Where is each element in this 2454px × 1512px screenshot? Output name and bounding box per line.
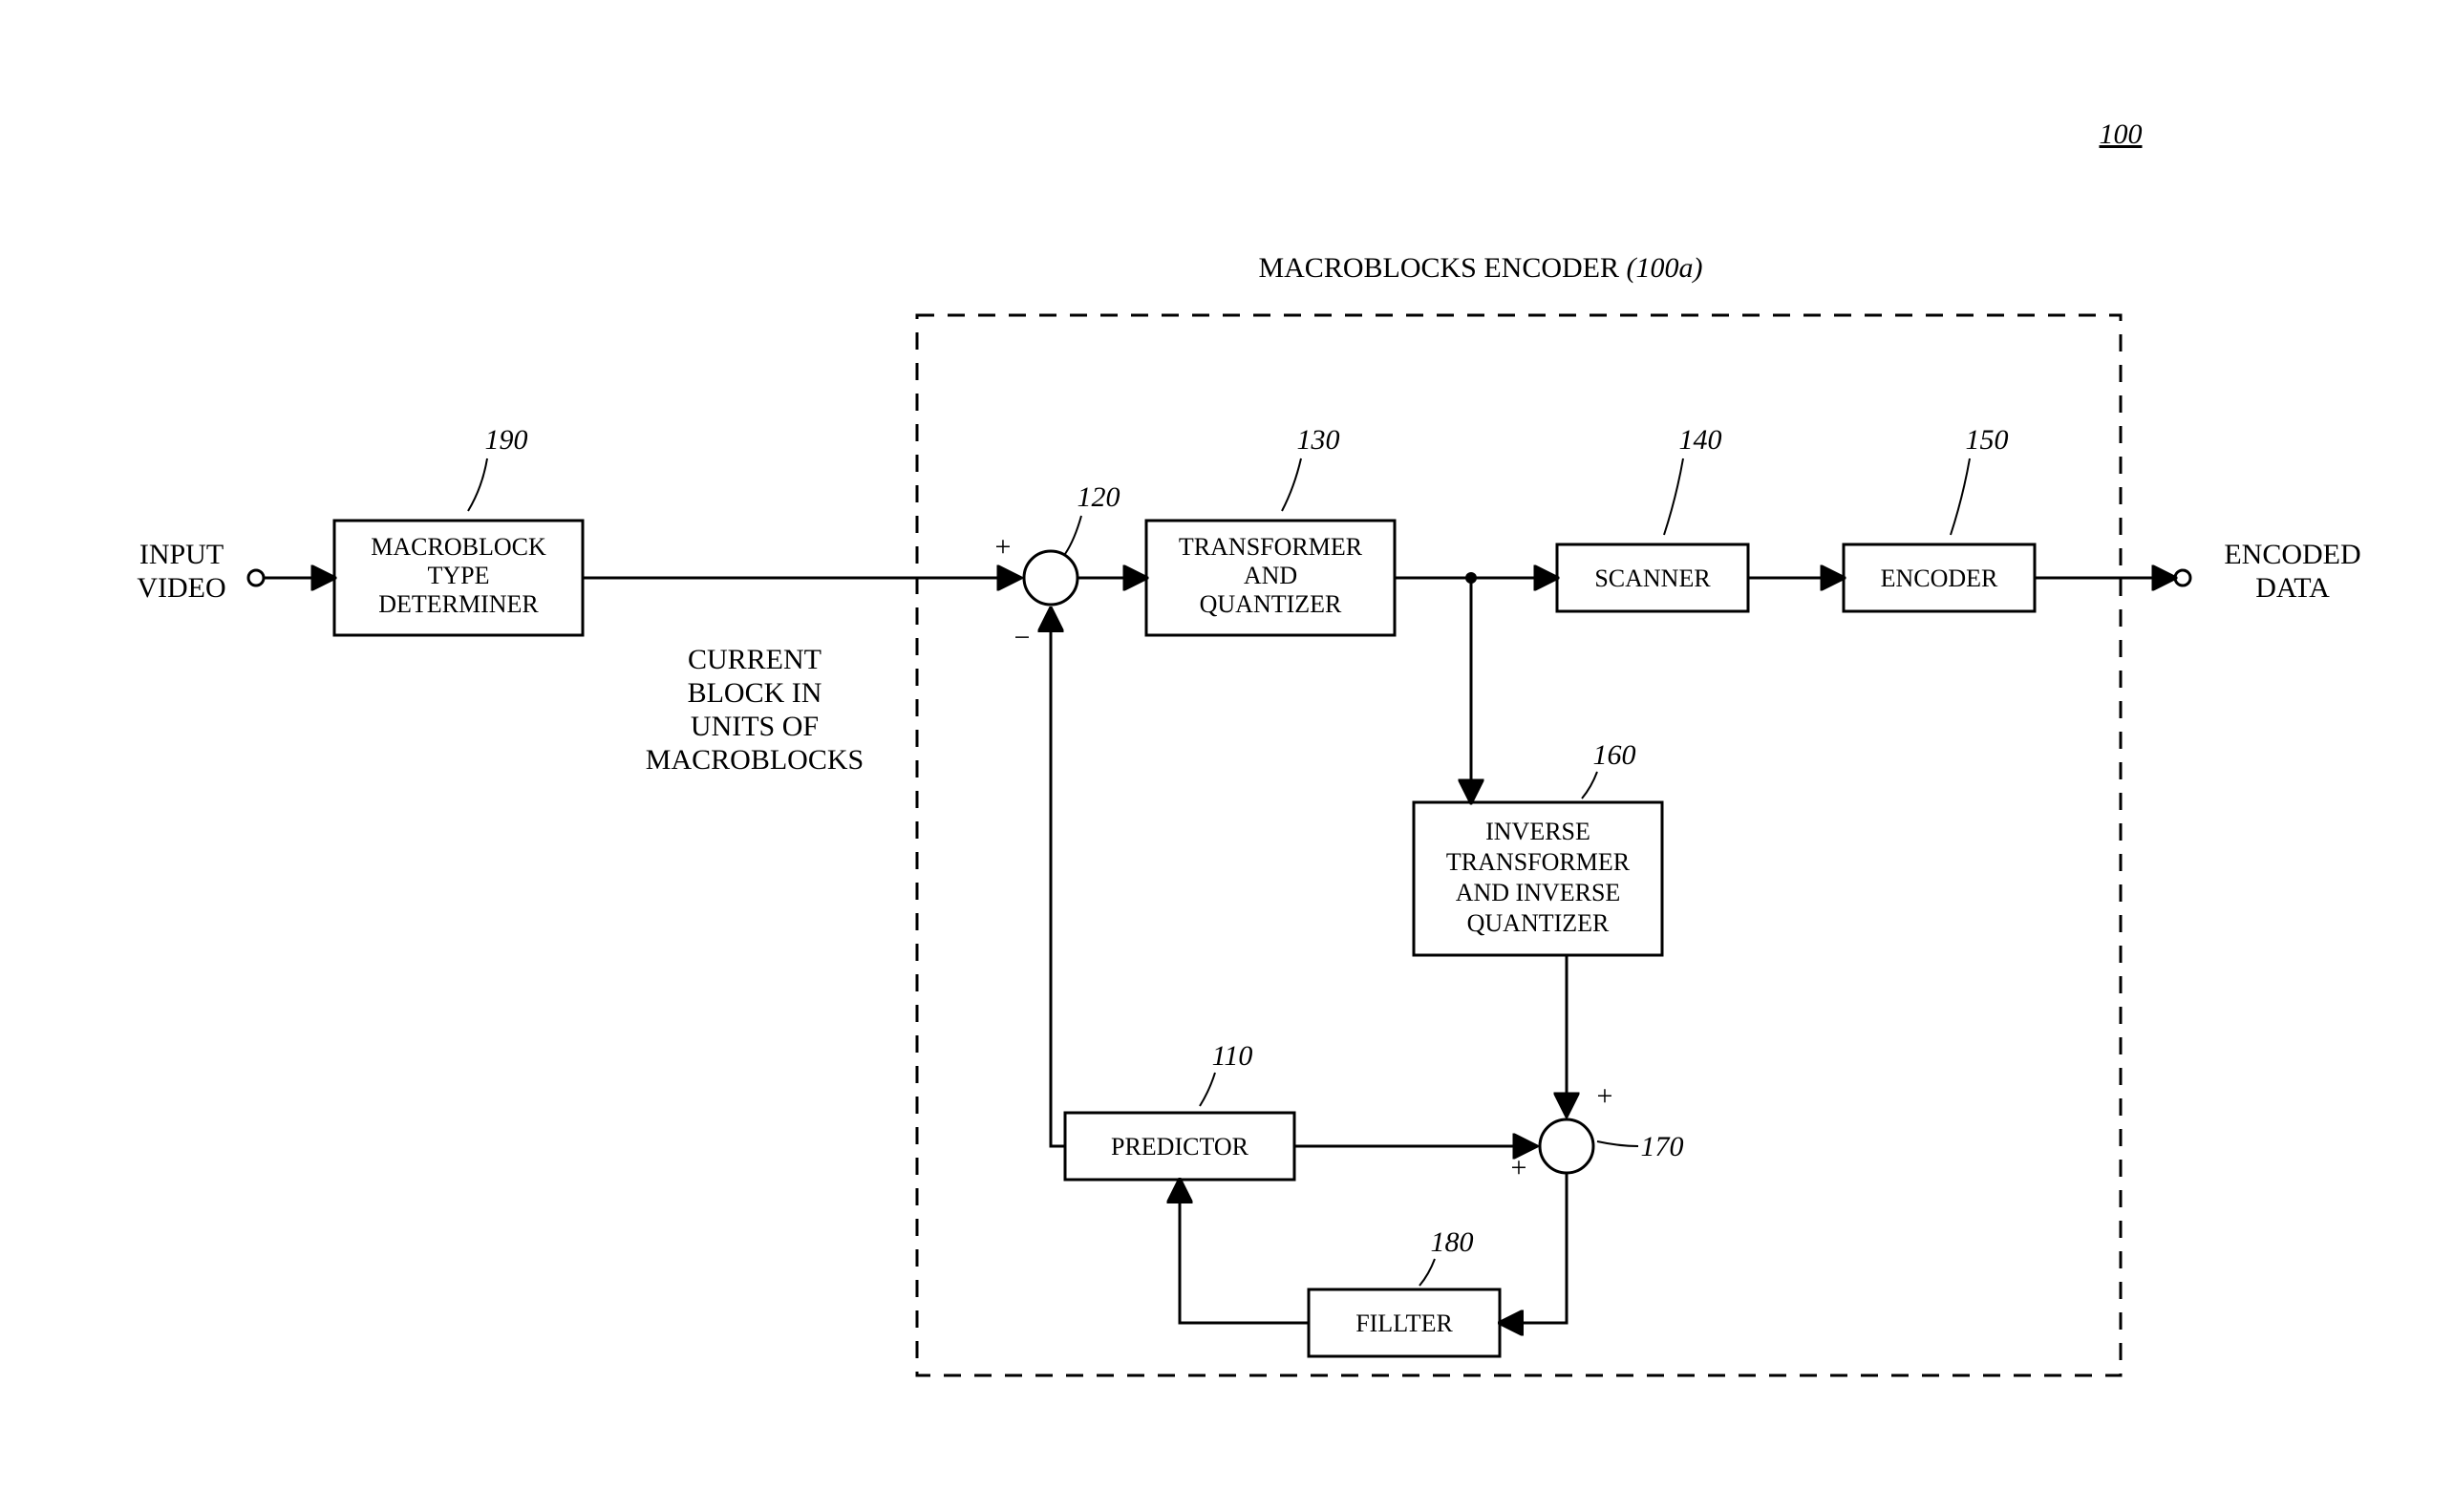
figure-ref: 100	[2100, 118, 2143, 150]
ref-140: 140	[1679, 424, 1722, 456]
ref-130-tick	[1282, 458, 1301, 511]
ref-180: 180	[1431, 1226, 1474, 1258]
output-label-l1: ENCODED	[2224, 539, 2360, 570]
edge-170-180	[1500, 1173, 1567, 1323]
node-130-l3: QUANTIZER	[1200, 590, 1342, 618]
ref-170: 170	[1641, 1131, 1684, 1162]
node-150-label: ENCODER	[1881, 564, 1998, 592]
midlabel-l2: BLOCK IN	[688, 677, 822, 709]
node-160-l1: INVERSE	[1485, 818, 1590, 845]
node-160-l3: AND INVERSE	[1456, 879, 1621, 906]
midlabel-l3: UNITS OF	[691, 711, 819, 742]
ref-190: 190	[485, 424, 528, 456]
adder-170-plus-top: +	[1597, 1080, 1613, 1112]
input-label-l2: VIDEO	[137, 572, 225, 604]
ref-110-tick	[1200, 1073, 1215, 1106]
node-130-l1: TRANSFORMER	[1179, 533, 1363, 561]
output-port	[2175, 570, 2190, 586]
node-160-l4: QUANTIZER	[1467, 909, 1610, 937]
output-label-l2: DATA	[2255, 572, 2330, 604]
adder-120-minus: −	[1014, 622, 1031, 653]
ref-180-tick	[1419, 1259, 1435, 1286]
edge-110-120	[1051, 608, 1065, 1146]
ref-150-tick	[1951, 458, 1970, 535]
node-110-label: PREDICTOR	[1111, 1133, 1249, 1161]
midlabel-l1: CURRENT	[688, 644, 822, 675]
input-port	[248, 570, 264, 586]
node-190-l3: DETERMINER	[378, 590, 539, 618]
ref-160: 160	[1593, 739, 1636, 771]
container-title: MACROBLOCKS ENCODER (100a)	[1258, 252, 1702, 284]
ref-150: 150	[1966, 424, 2009, 456]
ref-130: 130	[1297, 424, 1340, 456]
ref-160-tick	[1582, 772, 1597, 799]
ref-190-tick	[468, 458, 487, 511]
midlabel-l4: MACROBLOCKS	[646, 744, 864, 776]
ref-140-tick	[1664, 458, 1683, 535]
node-140-label: SCANNER	[1594, 564, 1711, 592]
node-190-l1: MACROBLOCK	[371, 533, 546, 561]
adder-170	[1540, 1119, 1593, 1173]
edge-180-110	[1180, 1180, 1309, 1323]
node-160-l2: TRANSFORMER	[1446, 848, 1631, 876]
node-180-label: FILLTER	[1355, 1310, 1453, 1337]
container-label: MACROBLOCKS ENCODER	[1258, 252, 1619, 284]
container-ref: (100a)	[1627, 252, 1703, 284]
node-190-l2: TYPE	[428, 562, 490, 589]
ref-170-tick	[1597, 1141, 1638, 1146]
node-130-l2: AND	[1244, 562, 1297, 589]
ref-110: 110	[1212, 1040, 1253, 1072]
ref-120: 120	[1078, 481, 1120, 513]
ref-120-tick	[1065, 516, 1081, 554]
input-label-l1: INPUT	[139, 539, 224, 570]
adder-120-plus: +	[995, 531, 1012, 563]
adder-120	[1024, 551, 1078, 605]
adder-170-plus-left: +	[1511, 1152, 1527, 1183]
